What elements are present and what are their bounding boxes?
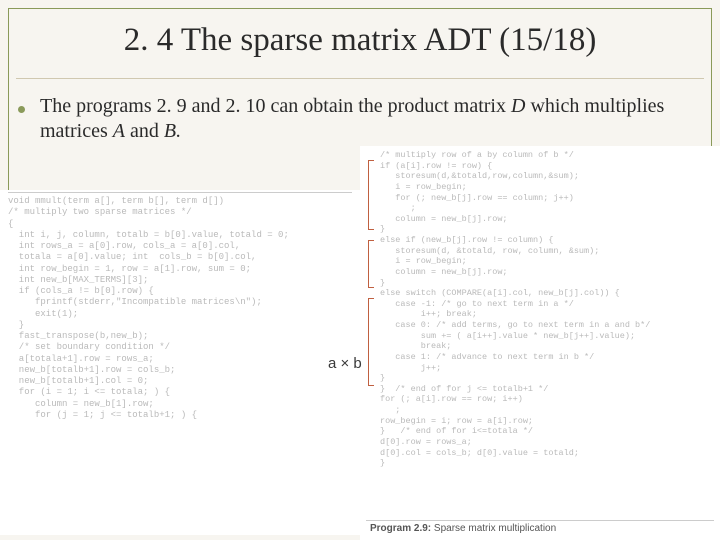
program-caption: Program 2.9: Sparse matrix multiplicatio… xyxy=(366,520,714,536)
var-a: A xyxy=(113,120,125,142)
var-b: B. xyxy=(164,120,181,142)
body-paragraph: The programs 2. 9 and 2. 10 can obtain t… xyxy=(40,94,696,144)
bullet-icon xyxy=(18,106,25,113)
slide-title: 2. 4 The sparse matrix ADT (15/18) xyxy=(0,22,720,59)
body-and: and xyxy=(125,120,164,142)
var-d: D xyxy=(511,95,525,117)
bracket-1 xyxy=(368,160,374,230)
code-block-left: void mmult(term a[], term b[], term d[])… xyxy=(0,190,360,535)
caption-bold: Program 2.9: xyxy=(370,523,431,534)
title-divider xyxy=(16,78,704,79)
axb-label: a × b xyxy=(328,355,362,372)
body-prefix: The programs 2. 9 and 2. 10 can obtain t… xyxy=(40,95,511,117)
bracket-3 xyxy=(368,298,374,386)
bracket-2 xyxy=(368,240,374,288)
caption-rest: Sparse matrix multiplication xyxy=(431,523,556,534)
code-block-right: /* multiply row of a by column of b */ i… xyxy=(360,146,720,540)
